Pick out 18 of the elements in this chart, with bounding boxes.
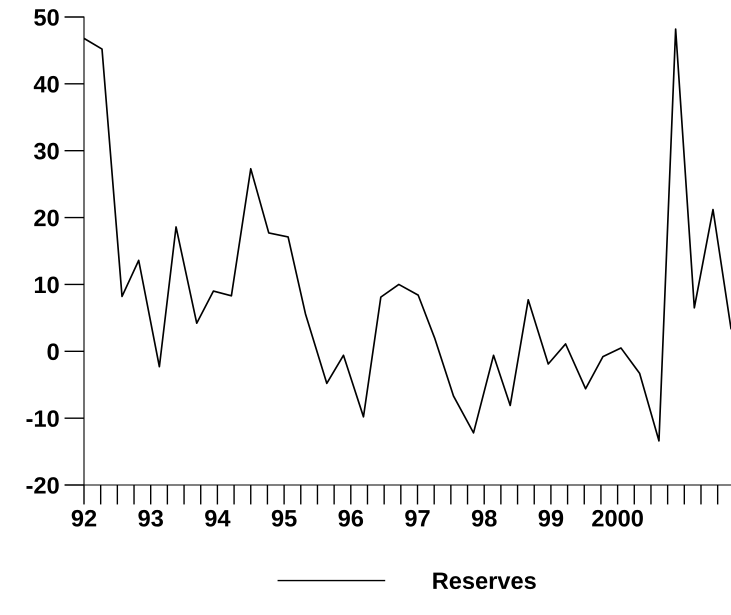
x-tick-label: 99: [538, 510, 564, 527]
y-tick-label: -10: [26, 410, 59, 427]
x-tick-label: 2000: [592, 510, 643, 527]
x-tick-label: 97: [405, 510, 430, 527]
x-tick-label: 96: [338, 510, 364, 527]
y-tick-label: 20: [34, 210, 59, 226]
x-tick-label: 94: [205, 510, 230, 527]
y-tick-label: 10: [34, 276, 59, 294]
y-tick-label: 50: [34, 9, 59, 26]
y-tick-label: 30: [34, 142, 59, 160]
x-tick-label: 95: [272, 510, 297, 527]
y-tick-label: -20: [26, 477, 59, 494]
x-tick-label: 92: [72, 510, 96, 527]
x-tick-label: 98: [472, 510, 497, 527]
y-tick-label: 40: [34, 76, 59, 93]
legend-label: Reserves: [433, 572, 536, 590]
y-tick-label: 0: [48, 343, 59, 360]
x-tick-label: 93: [138, 510, 163, 527]
